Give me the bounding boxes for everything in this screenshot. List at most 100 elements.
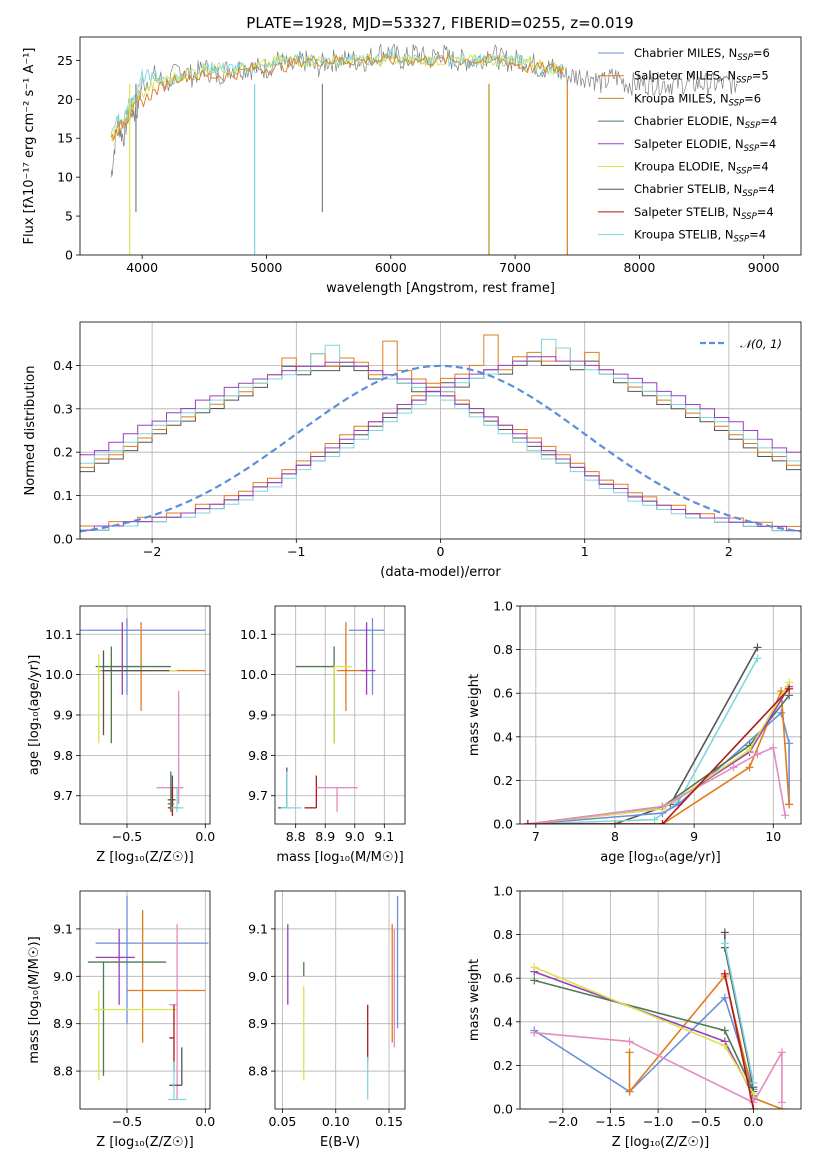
x-tick-label: 6000 [375, 260, 407, 275]
x-axis-label: (data-model)/error [380, 565, 501, 580]
y-tick-label: 8.9 [53, 1016, 73, 1031]
x-tick-label: 8.8 [286, 829, 306, 844]
x-tick-label: 0.0 [195, 1114, 215, 1129]
x-tick-label: 0 [437, 544, 445, 559]
legend-label: Salpeter STELIB, NSSP=4 [634, 205, 774, 222]
spectrum-series-0 [110, 43, 738, 178]
errorbar-1 [126, 909, 206, 1043]
y-axis-label: Normed distribution [23, 366, 38, 496]
legend-label: Salpeter MILES, NSSP=5 [634, 69, 769, 86]
weight-series-1 [527, 657, 759, 824]
x-tick-label: 5000 [251, 260, 283, 275]
x-axis-label: mass [log₁₀(M/M☉)] [276, 850, 403, 865]
y-tick-label: 0.2 [493, 773, 513, 788]
legend-label-main: Salpeter ELODIE, N [634, 137, 744, 151]
axes-frame [79, 605, 211, 825]
axes-weight_vs_age: 7 8 9 10 0.0 0.2 0.4 0.6 0.8 1.0 age [log₁₀(age/yr… [467, 599, 802, 865]
x-axis-label: Z [log₁₀(Z/Z☉)] [612, 1135, 709, 1150]
axes-frame [79, 890, 211, 1110]
y-tick-label: 0.0 [53, 532, 73, 547]
y-tick-label: 0.3 [53, 401, 73, 416]
legend-label-suffix: =4 [752, 160, 769, 174]
x-tick-label: −2.0 [548, 1114, 578, 1129]
x-tick-label: −1 [287, 544, 305, 559]
axes-weight_vs_Z: −2.0 −1.5 −1.0 −0.5 0.0 0.0 0.2 0.4 0.6 0.8 1.0 Z [… [467, 884, 802, 1150]
x-tick-label: 9.1 [374, 829, 394, 844]
axes-residuals: −2 −1 0 1 2 0.0 0.1 0.2 0.3 0.4 (data-model)/error… [23, 321, 802, 580]
histogram-3 [80, 356, 801, 531]
x-tick-label: 10 [765, 829, 781, 844]
axes-age_vs_mass: 8.8 8.9 9.0 9.1 9.7 9.8 9.9 10.0 10.1 mass [log₁₀… [240, 605, 406, 865]
y-tick-label: 9.9 [53, 708, 73, 723]
legend-label-suffix: =6 [753, 46, 770, 60]
axes-frame [519, 890, 802, 1110]
y-axis-label: mass weight [467, 674, 482, 756]
x-tick-label: 9.0 [345, 829, 365, 844]
weight-series-4 [527, 694, 790, 824]
legend-label-sub: SSP [744, 144, 760, 154]
y-tick-label: 0.1 [53, 488, 73, 503]
errorbar-3 [98, 622, 146, 695]
y-tick-label: 0.2 [493, 1058, 513, 1073]
x-tick-label: 7000 [499, 260, 531, 275]
errorbar-6 [304, 775, 318, 809]
x-axis-label: wavelength [Angstrom, rest frame] [326, 281, 555, 296]
y-tick-label: 0.0 [493, 817, 513, 832]
normal-curve [80, 364, 801, 533]
axes-mass_vs_EBV: 0.05 0.10 0.15 8.8 8.9 9.0 9.1 E(B-V) [248, 890, 406, 1150]
legend-label-suffix: =4 [758, 182, 775, 196]
y-tick-label: 0.0 [493, 1102, 513, 1117]
legend-label-suffix: =4 [749, 228, 766, 242]
plot-area [520, 606, 801, 824]
errorbar-6 [156, 690, 184, 804]
x-tick-label: −0.5 [112, 829, 142, 844]
weight-series-8 [527, 688, 790, 824]
weight-series-7 [527, 746, 786, 824]
y-tick-label: 0 [65, 248, 73, 263]
errorbar-2 [295, 646, 335, 744]
axes-spectrum: 4000 5000 6000 7000 8000 9000 0 5 10 15 20 25 wavele… [22, 36, 802, 296]
x-tick-label: 4000 [126, 260, 158, 275]
y-tick-label: 15 [57, 131, 73, 146]
errorbar-8 [316, 787, 358, 812]
x-tick-label: 9000 [748, 260, 780, 275]
legend-label-sub: SSP [729, 98, 745, 108]
y-tick-label: 9.1 [53, 921, 73, 936]
legend-label-main: Kroupa ELODIE, N [634, 160, 736, 174]
y-tick-label: 10.1 [240, 627, 268, 642]
x-tick-label: 1 [581, 544, 589, 559]
plot-area [80, 606, 210, 824]
y-tick-label: 0.8 [493, 927, 513, 942]
errorbar-5 [101, 650, 170, 736]
plot-area [520, 891, 801, 1109]
errorbar-3 [95, 928, 135, 1005]
x-tick-label: 0.0 [743, 1114, 763, 1129]
legend-label: Kroupa MILES, NSSP=6 [634, 91, 761, 108]
legend-label-sub: SSP [745, 121, 761, 131]
legend-label-main: Chabrier STELIB, N [634, 182, 742, 196]
y-tick-label: 0.4 [493, 729, 513, 744]
y-tick-label: 9.7 [53, 788, 73, 803]
legend-label: Salpeter ELODIE, NSSP=4 [634, 137, 776, 154]
y-tick-label: 20 [57, 92, 73, 107]
x-tick-label: −1.5 [595, 1114, 625, 1129]
plot-area [275, 891, 405, 1109]
y-tick-label: 9.0 [248, 969, 268, 984]
x-axis-label: Z [log₁₀(Z/Z☉)] [96, 1135, 193, 1150]
legend-label: Kroupa STELIB, NSSP=4 [634, 228, 766, 245]
axes-frame [274, 890, 406, 1110]
y-tick-label: 25 [57, 53, 73, 68]
y-tick-label: 10.1 [45, 627, 73, 642]
y-tick-label: 10 [57, 170, 73, 185]
legend-label-sub: SSP [742, 189, 758, 199]
legend-label-suffix: =5 [752, 69, 769, 83]
legend-label: Chabrier MILES, NSSP=6 [634, 46, 770, 63]
x-tick-label: 2 [725, 544, 733, 559]
y-tick-label: 0.2 [53, 445, 73, 460]
legend-label-main: Chabrier ELODIE, N [634, 114, 745, 128]
y-tick-label: 1.0 [493, 884, 513, 899]
legend-label: 𝒩(0, 1) [740, 337, 782, 351]
y-axis-label: age [log₁₀(age/yr)] [27, 655, 42, 776]
histogram-mirror-3 [80, 361, 801, 532]
